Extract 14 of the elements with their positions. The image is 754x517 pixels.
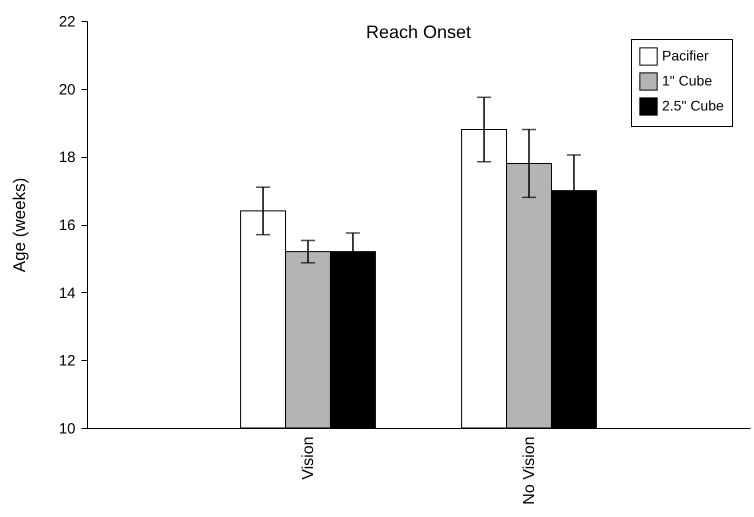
chart-title: Reach Onset [366, 22, 472, 42]
y-tick-label: 12 [58, 352, 76, 370]
y-tick-label: 14 [58, 284, 76, 302]
y-tick-label: 10 [58, 420, 76, 438]
y-tick-label: 16 [58, 217, 76, 234]
legend-label: 2.5" Cube [662, 98, 724, 114]
y-tick-label: 20 [58, 81, 76, 98]
x-tick-label: No Vision [521, 436, 538, 505]
y-tick-label: 18 [58, 149, 76, 166]
legend-label: Pacifier [662, 48, 710, 64]
y-tick-label: 22 [58, 14, 76, 30]
y-axis-title: Age (weeks) [10, 178, 29, 272]
legend-label: 1" Cube [662, 72, 712, 88]
x-tick-label: Vision [300, 436, 317, 480]
